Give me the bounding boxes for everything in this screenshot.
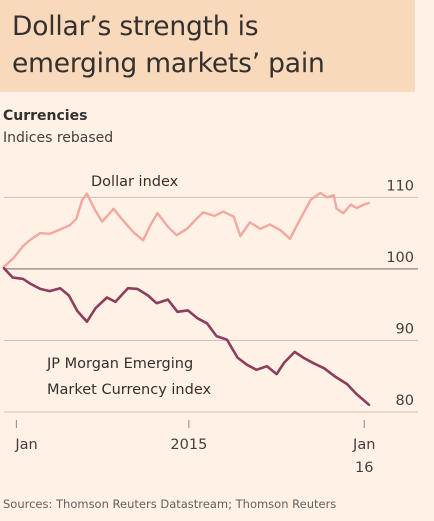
y-tick-label-90: 90: [396, 321, 414, 337]
series-lines: [2, 191, 371, 407]
series-line-dollar-index: [2, 191, 371, 268]
y-tick-label-100: 100: [386, 250, 414, 266]
chart-subtitle: Currencies: [3, 108, 88, 124]
headline: Dollar’s strength is emerging markets’ p…: [12, 8, 325, 82]
axes: 80 90 100 110 Jan 2015 Jan 16: [14, 178, 414, 476]
annotation-em-currency-line-0: JP Morgan Emerging: [46, 356, 193, 372]
series-line-jpm-em-currency-index: [2, 266, 371, 407]
gridlines: [4, 196, 418, 413]
chart-subsubtitle: Indices rebased: [3, 130, 114, 146]
source-note: Sources: Thomson Reuters Datastream; Tho…: [3, 497, 337, 511]
x-tick-label-0: Jan: [14, 437, 37, 453]
annotations: Dollar index JP Morgan Emerging Market Cur…: [46, 174, 211, 398]
x-tick-label-2: Jan: [352, 437, 375, 453]
annotation-dollar-index-line-0: Dollar index: [91, 174, 179, 190]
annotation-em-currency-line-1: Market Currency index: [47, 382, 211, 398]
headline-box: Dollar’s strength is emerging markets’ p…: [0, 0, 415, 92]
y-tick-label-110: 110: [386, 178, 414, 194]
headline-line-1: Dollar’s strength is: [12, 11, 259, 42]
x-tick-label-1: 2015: [170, 437, 207, 453]
headline-line-2: emerging markets’ pain: [12, 48, 325, 79]
y-tick-label-80: 80: [396, 393, 414, 409]
x-tick-label-2-year: 16: [355, 460, 373, 476]
